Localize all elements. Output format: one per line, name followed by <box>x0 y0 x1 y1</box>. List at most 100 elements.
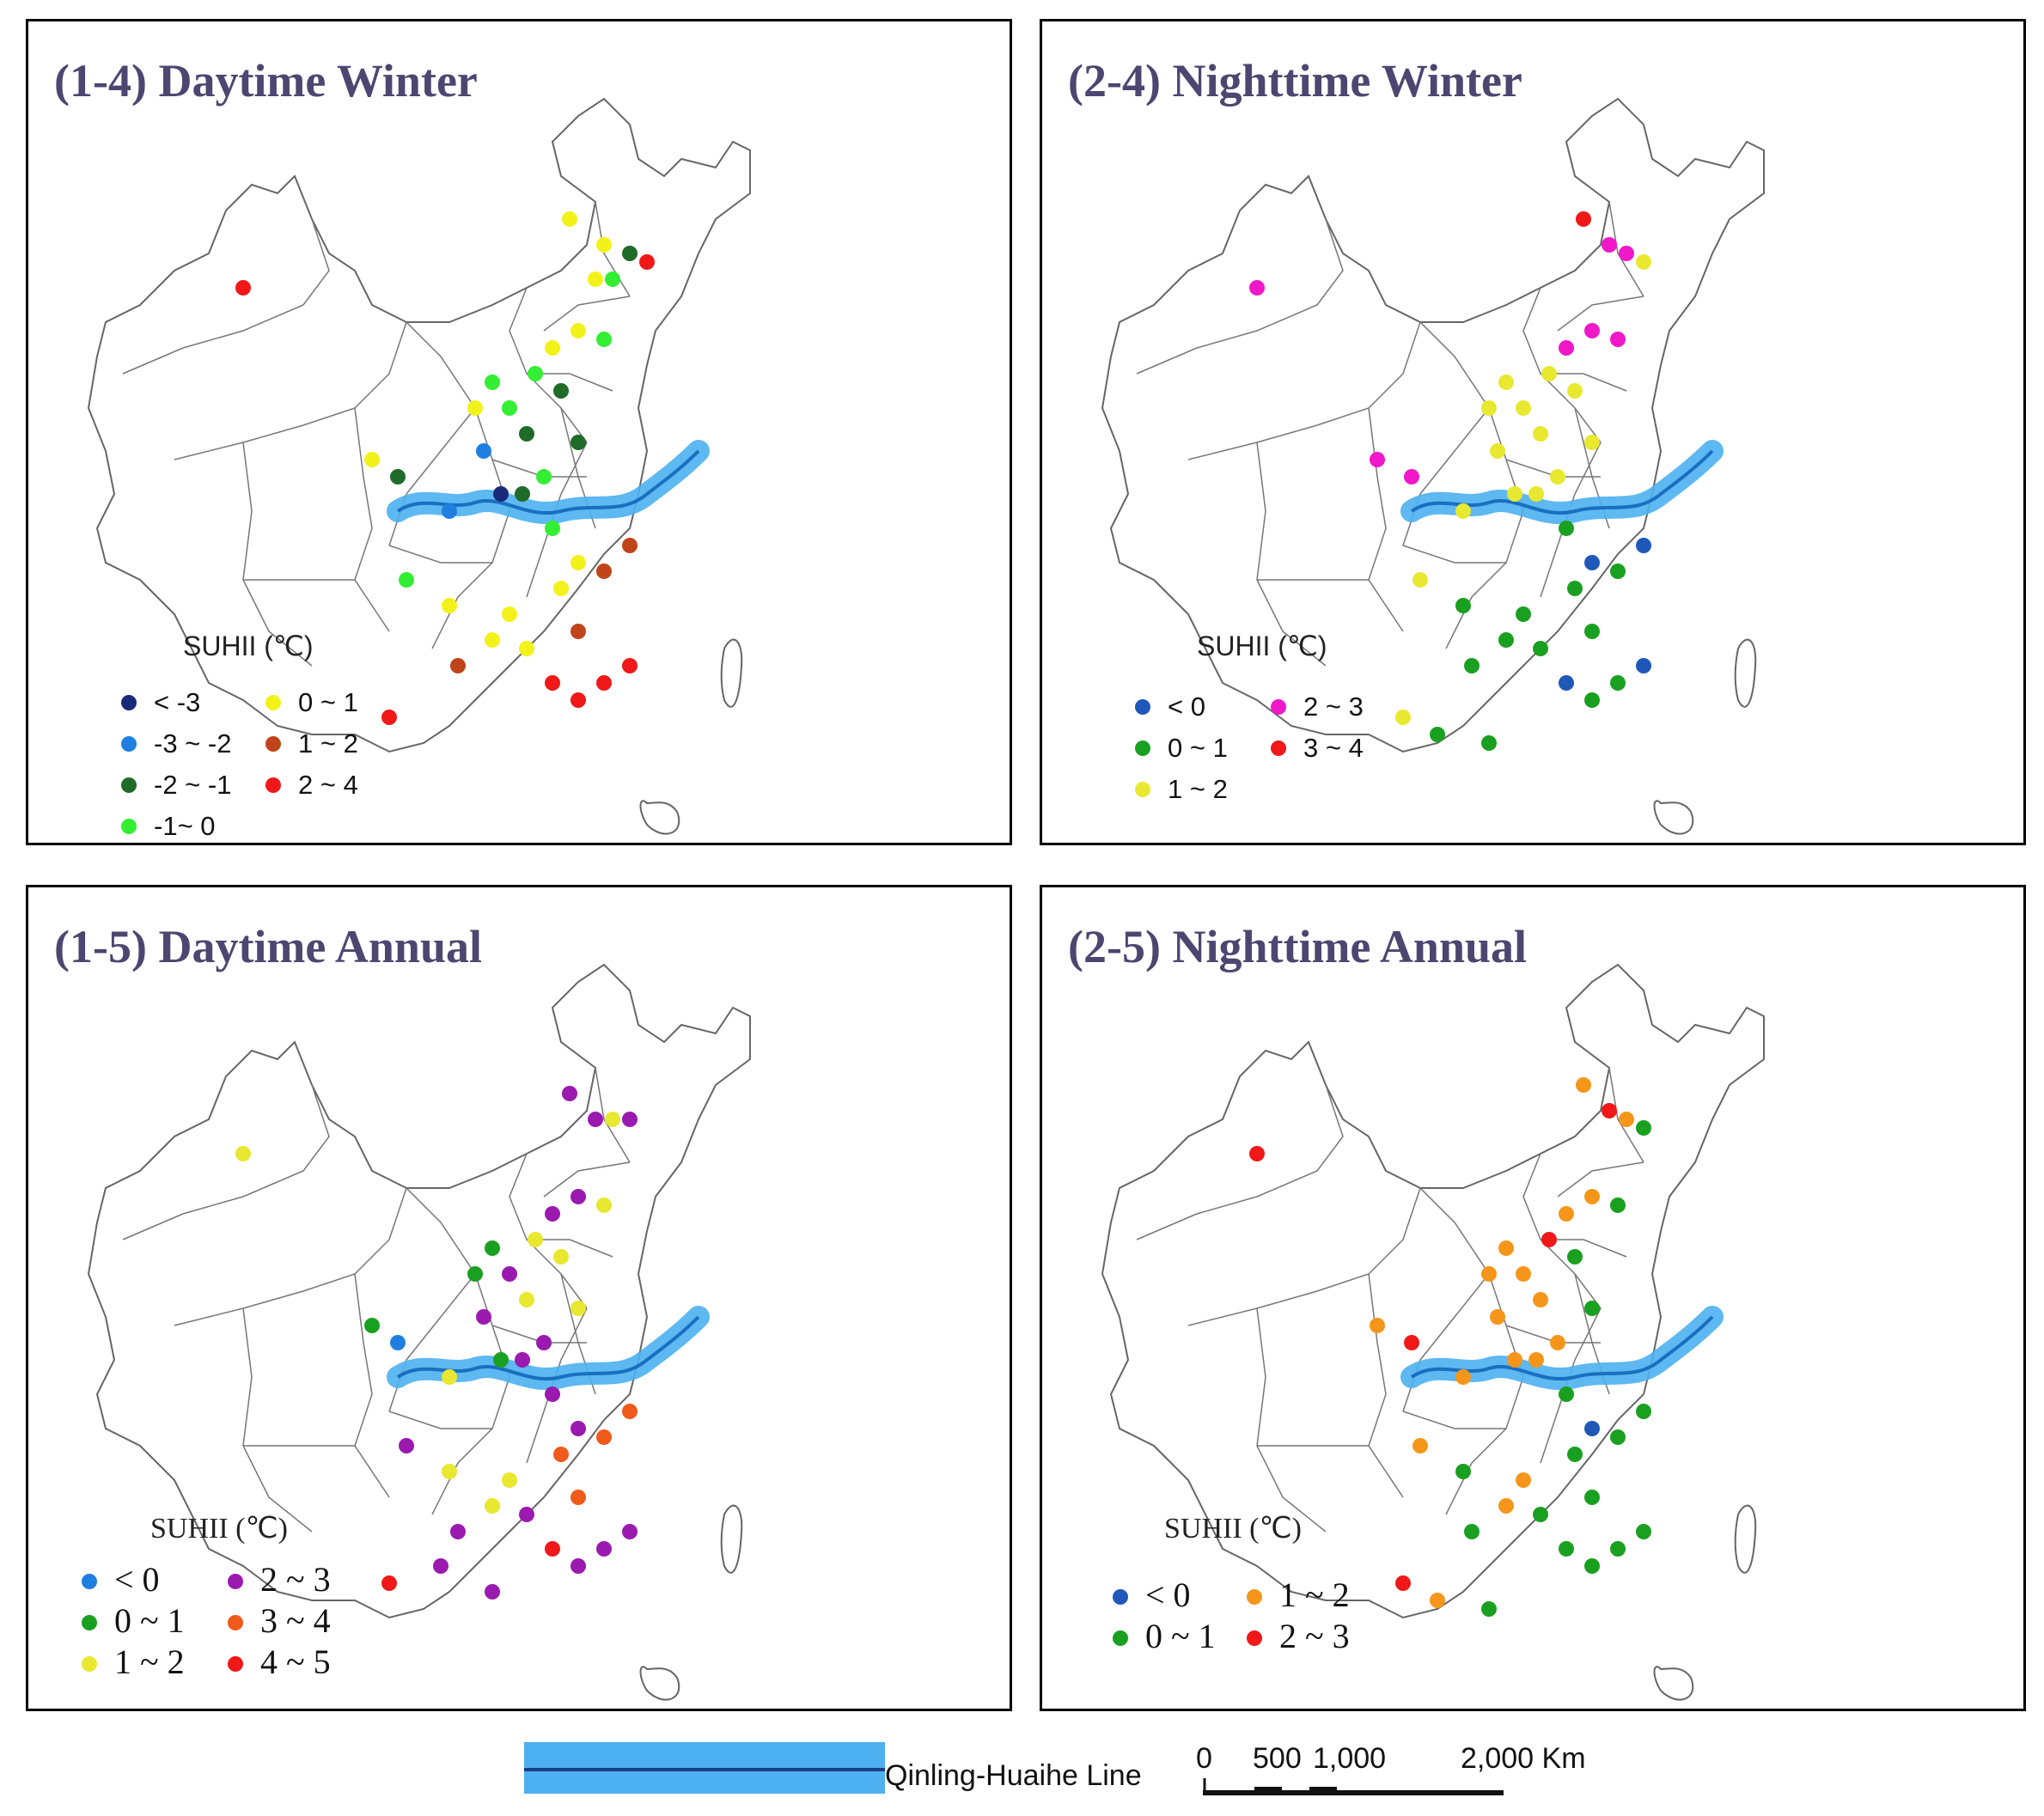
province-boundary <box>1136 1084 1344 1240</box>
legend-label: 3 ~ 4 <box>260 1601 331 1640</box>
scale-label-0: 0 <box>1196 1742 1212 1775</box>
city-point <box>536 1335 552 1350</box>
city-point <box>1490 443 1505 459</box>
scale-bar-segment <box>1309 1787 1337 1791</box>
city-point <box>1584 435 1600 450</box>
legend-swatch <box>265 735 281 752</box>
city-point <box>545 1386 560 1402</box>
city-point <box>1498 1498 1514 1514</box>
province-boundary <box>595 1067 631 1163</box>
legend-label: 0 ~ 1 <box>114 1601 185 1640</box>
legend-swatch <box>265 777 281 793</box>
legend-swatch <box>121 735 137 752</box>
city-point <box>502 606 517 622</box>
legend-item: 2 ~ 3 <box>228 1559 331 1600</box>
panel-daytime-annual: (1-5) Daytime Annual SUHII (℃) < 0 0 ~ 1… <box>26 885 1012 1711</box>
scale-bar-base <box>1203 1790 1504 1795</box>
city-point <box>476 1309 491 1325</box>
city-point <box>1636 658 1651 673</box>
city-point <box>1490 1309 1505 1325</box>
city-point <box>596 237 612 253</box>
city-point <box>1636 538 1651 553</box>
china-outline <box>87 963 751 1619</box>
city-point <box>553 581 569 596</box>
city-point <box>1559 1541 1574 1557</box>
legend-label: 2 ~ 3 <box>260 1560 331 1599</box>
legend-item: 2 ~ 3 <box>1271 692 1364 722</box>
city-point <box>622 1404 638 1419</box>
province-boundary <box>354 407 390 632</box>
legend-label: 1 ~ 2 <box>298 728 358 759</box>
city-point <box>390 1335 406 1350</box>
panel-title: (1-5) Daytime Annual <box>54 921 482 972</box>
city-point <box>1584 323 1600 338</box>
legend-swatch <box>228 1614 243 1630</box>
city-point <box>1584 1301 1600 1316</box>
city-point <box>1528 1352 1544 1368</box>
city-point <box>570 435 586 450</box>
panel-nighttime-annual: (2-5) Nighttime Annual SUHII (℃) < 0 0 ~… <box>1040 885 2026 1711</box>
city-point <box>1559 675 1574 691</box>
city-point <box>519 1507 534 1522</box>
legend-label: 2 ~ 3 <box>1303 692 1364 722</box>
city-point <box>1464 1524 1480 1539</box>
legend-swatch <box>1271 740 1286 756</box>
city-point <box>1584 624 1600 639</box>
city-point <box>485 1498 500 1514</box>
china-outline <box>1101 963 1765 1619</box>
city-point <box>570 1558 586 1574</box>
city-point <box>467 400 483 416</box>
scale-label-500: 500 <box>1253 1742 1302 1775</box>
legend-label: 0 ~ 1 <box>298 687 358 717</box>
province-boundary <box>174 1187 407 1326</box>
city-point <box>1559 521 1574 536</box>
city-point <box>1533 1507 1548 1522</box>
city-point <box>596 1197 612 1213</box>
legend-item: < 0 <box>1113 1575 1191 1615</box>
city-point <box>399 572 414 588</box>
city-point <box>1636 254 1651 270</box>
city-point <box>399 1438 414 1453</box>
legend-item: 1 ~ 2 <box>265 728 358 759</box>
city-point <box>1455 1464 1471 1479</box>
city-point <box>1528 486 1544 502</box>
city-point <box>485 1584 500 1600</box>
city-point <box>1541 1232 1557 1247</box>
city-point <box>553 1447 569 1462</box>
taiwan-island <box>720 1504 743 1574</box>
china-outline <box>1101 97 1765 753</box>
china-map-nighttime-winter <box>1101 97 1765 835</box>
city-point <box>570 692 586 708</box>
province-boundary <box>122 1084 330 1240</box>
city-point <box>1619 246 1634 261</box>
scale-bar-segment <box>1254 1787 1282 1791</box>
city-point <box>515 1352 530 1368</box>
province-boundary <box>595 201 631 297</box>
province-boundary <box>388 545 492 564</box>
city-point <box>1602 1103 1617 1118</box>
province-boundary <box>543 296 631 332</box>
city-point <box>1550 469 1565 484</box>
legend-item: < 0 <box>1135 692 1205 722</box>
city-point <box>502 1472 517 1488</box>
city-point <box>493 1352 509 1368</box>
legend-swatch <box>1113 1588 1128 1605</box>
province-boundary <box>388 1411 492 1429</box>
legend-label: -2 ~ -1 <box>154 770 232 800</box>
province-boundary <box>1402 1411 1506 1429</box>
legend-swatch <box>121 818 137 834</box>
city-point <box>502 1266 517 1282</box>
city-point <box>596 1541 612 1557</box>
city-point <box>519 641 534 656</box>
city-point <box>1567 383 1583 399</box>
panel-daytime-winter: (1-4) Daytime Winter SUHII (℃) < -3 -3 ~… <box>26 19 1012 845</box>
city-point <box>433 1558 448 1574</box>
city-point <box>1430 727 1445 742</box>
province-boundary <box>1557 1161 1644 1197</box>
legend-item: 2 ~ 3 <box>1247 1616 1350 1656</box>
panel-title: (1-4) Daytime Winter <box>54 55 478 107</box>
province-boundary <box>431 1376 510 1515</box>
province-boundary <box>1187 1187 1421 1326</box>
city-point <box>1576 1077 1591 1093</box>
province-boundary <box>1608 1067 1644 1163</box>
